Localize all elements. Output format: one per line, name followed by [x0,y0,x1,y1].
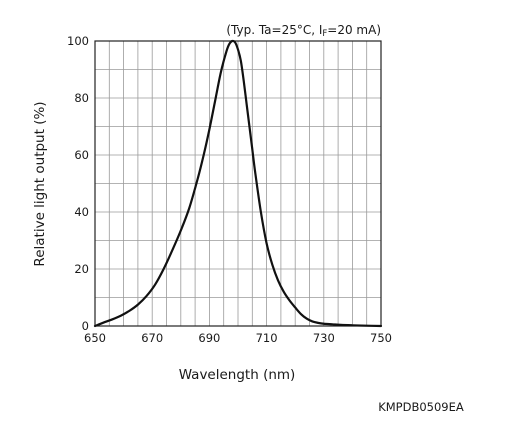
grid [95,41,381,326]
y-tick-label: 40 [74,205,89,219]
x-tick-label: 730 [313,331,335,345]
y-tick-label: 60 [74,148,89,162]
x-tick-label: 690 [198,331,220,345]
plot-area-frame [94,40,382,327]
tick-labels: 650 670 690 710 730 750 0 20 40 60 80 100 [67,34,392,345]
y-tick-label: 0 [82,319,89,333]
x-tick-label: 750 [370,331,392,345]
y-tick-label: 20 [74,262,89,276]
x-tick-label: 670 [141,331,163,345]
y-tick-label: 100 [67,34,89,48]
condition-note: (Typ. Ta=25°C, IF=20 mA) [226,23,381,39]
figure-code: KMPDB0509EA [378,400,464,414]
x-tick-label: 710 [256,331,278,345]
x-tick-label: 650 [84,331,106,345]
y-axis-title: Relative light output (%) [32,101,48,266]
x-axis-title: Wavelength (nm) [179,367,296,383]
series-line [93,39,383,328]
y-tick-label: 80 [74,91,89,105]
